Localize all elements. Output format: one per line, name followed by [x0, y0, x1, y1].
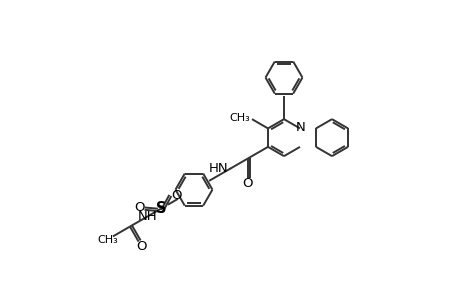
- Text: N: N: [295, 121, 305, 134]
- Text: CH₃: CH₃: [97, 235, 118, 245]
- Text: CH₃: CH₃: [229, 113, 250, 123]
- Text: HN: HN: [208, 162, 228, 175]
- Text: O: O: [136, 240, 146, 254]
- Text: S: S: [155, 201, 166, 216]
- Text: O: O: [134, 201, 144, 214]
- Text: O: O: [242, 177, 252, 190]
- Text: NH: NH: [138, 211, 157, 224]
- Text: O: O: [171, 190, 182, 202]
